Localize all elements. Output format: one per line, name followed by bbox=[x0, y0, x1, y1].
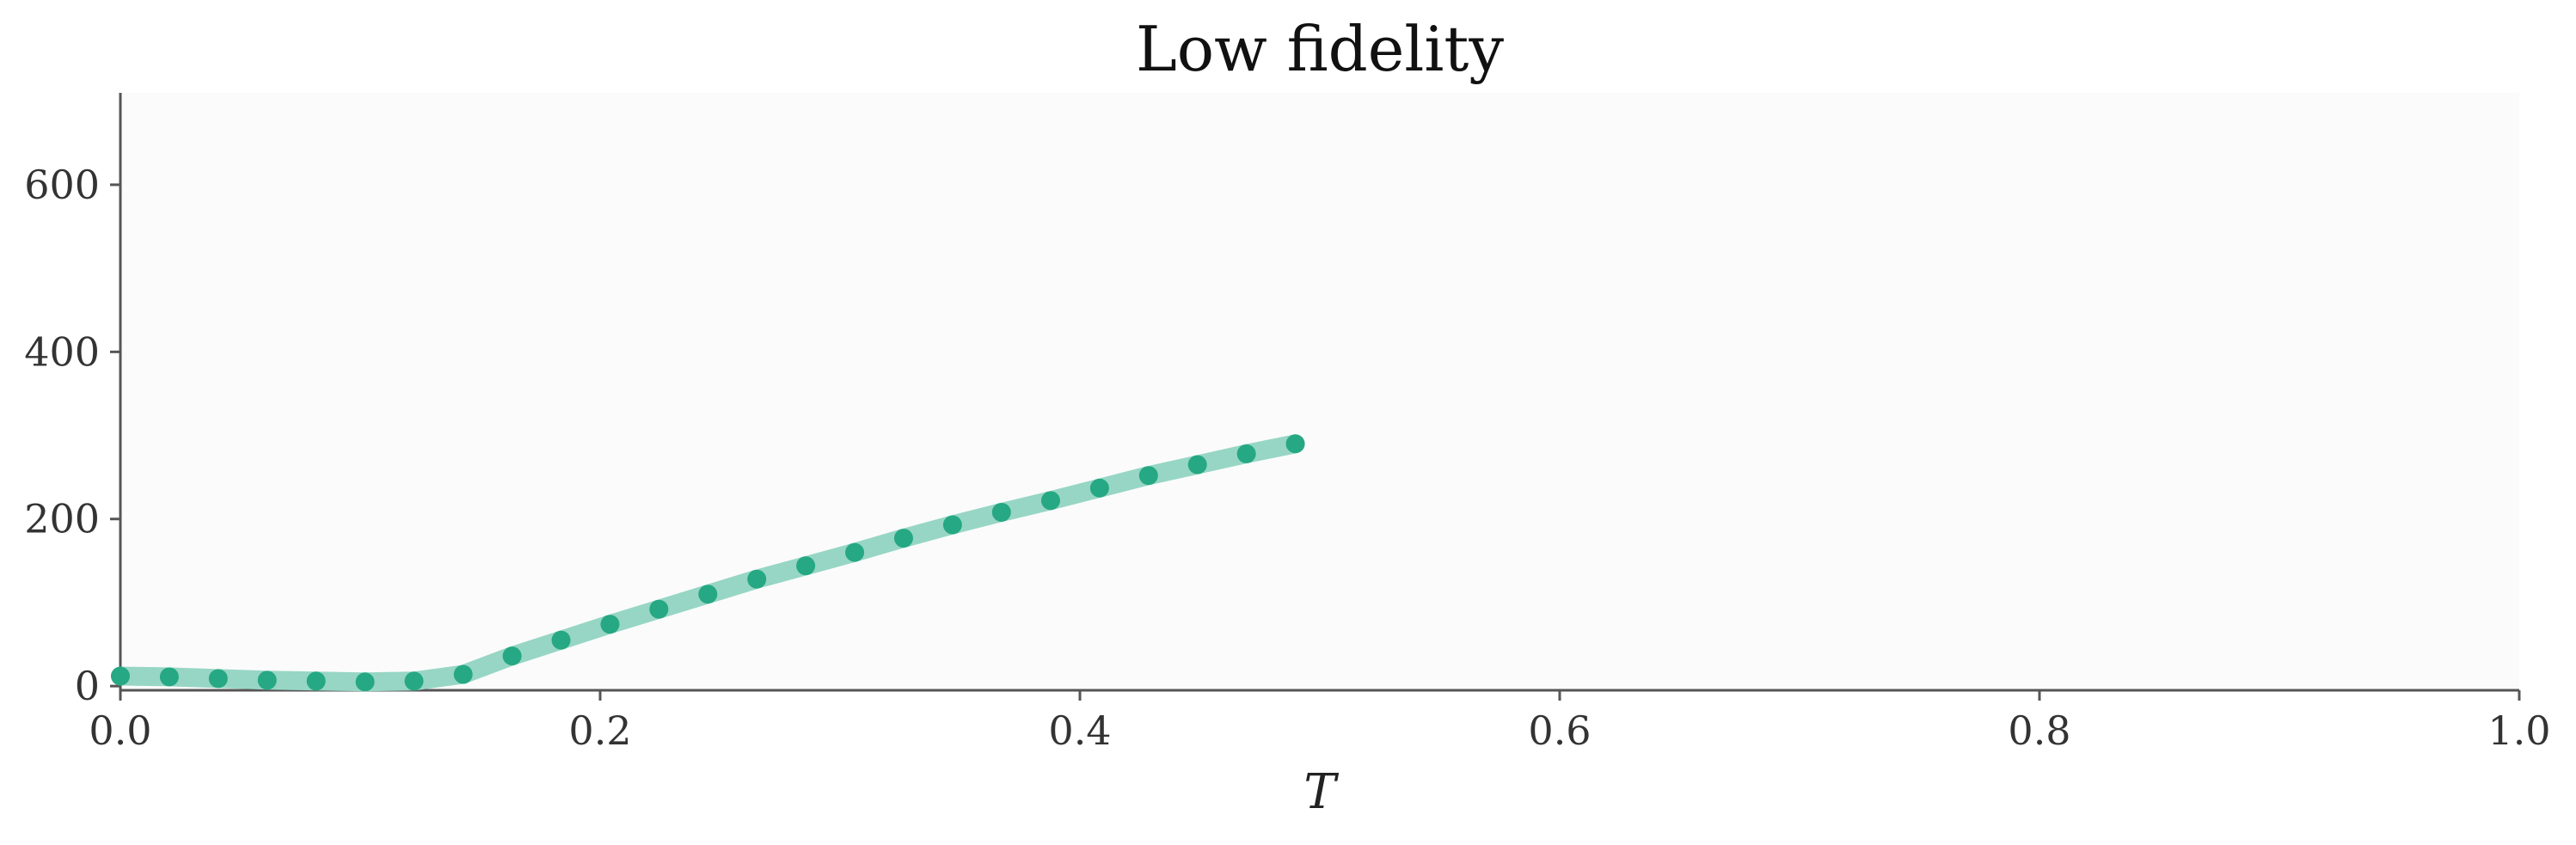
x-ticks: 0.0 0.2 0.4 0.6 0.8 1.0 bbox=[89, 690, 2551, 754]
data-point bbox=[355, 672, 375, 692]
y-tick-label: 200 bbox=[24, 496, 100, 542]
x-tick-label: 0.6 bbox=[1528, 707, 1591, 754]
data-point bbox=[257, 670, 277, 690]
data-point bbox=[1285, 434, 1305, 454]
data-point bbox=[1138, 466, 1158, 486]
data-point bbox=[453, 664, 473, 684]
data-point bbox=[747, 569, 767, 589]
y-ticks: 0 200 400 600 bbox=[24, 162, 120, 709]
data-point bbox=[551, 630, 571, 650]
data-point bbox=[111, 666, 130, 686]
data-point bbox=[796, 556, 816, 576]
y-tick-label: 600 bbox=[24, 162, 100, 208]
data-point bbox=[502, 646, 522, 666]
x-tick-label: 0.4 bbox=[1048, 707, 1111, 754]
data-point bbox=[893, 529, 913, 548]
x-tick-label: 1.0 bbox=[2487, 707, 2550, 754]
data-point bbox=[208, 669, 228, 689]
data-point bbox=[1089, 478, 1109, 498]
chart-title: Low fidelity bbox=[1136, 13, 1504, 85]
data-point bbox=[649, 599, 669, 619]
y-tick-label: 400 bbox=[24, 328, 100, 375]
data-point bbox=[991, 502, 1011, 522]
x-tick-label: 0.2 bbox=[568, 707, 631, 754]
data-point bbox=[1040, 491, 1060, 511]
x-tick-label: 0.0 bbox=[89, 707, 151, 754]
data-point bbox=[942, 515, 962, 535]
data-point bbox=[159, 667, 179, 687]
data-point bbox=[1187, 455, 1207, 475]
data-point bbox=[600, 615, 620, 634]
data-point bbox=[306, 671, 326, 691]
axes bbox=[119, 93, 2519, 692]
series bbox=[111, 434, 1305, 692]
y-tick-label: 0 bbox=[75, 663, 100, 709]
plot-area bbox=[120, 93, 2519, 690]
data-point bbox=[404, 671, 424, 691]
x-axis-label: T bbox=[1303, 764, 1339, 820]
data-point bbox=[698, 585, 718, 604]
data-point bbox=[845, 542, 865, 562]
data-point bbox=[1236, 444, 1256, 463]
x-tick-label: 0.8 bbox=[2008, 707, 2070, 754]
